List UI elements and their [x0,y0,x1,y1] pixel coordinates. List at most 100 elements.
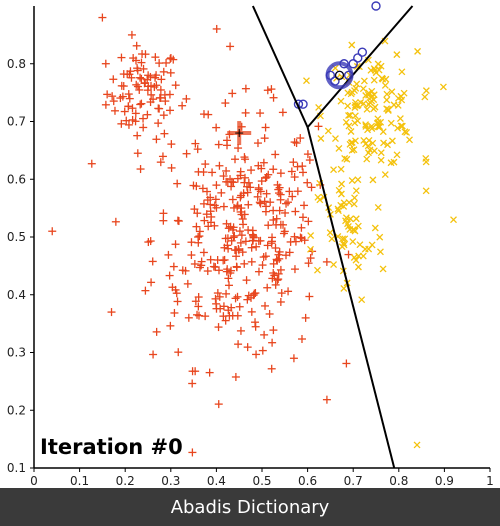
data-point-plus [110,106,119,115]
data-point-plus [109,75,118,84]
data-point-x [352,256,360,264]
data-point-x [377,156,385,164]
data-point-plus [231,155,240,164]
data-point-plus [148,257,157,266]
data-point-plus [267,364,276,373]
data-point-plus [274,275,283,284]
data-point-plus [132,80,141,89]
data-point-plus [193,310,202,319]
data-point-x [359,252,367,260]
data-point-plus [170,308,179,317]
data-point-x [384,141,391,149]
data-point-plus [188,448,197,457]
data-point-plus [269,93,278,102]
data-point-circle [357,47,368,57]
data-point-plus [222,289,231,298]
data-point-plus [224,274,233,283]
data-point-plus [228,89,237,98]
data-point-x [439,83,447,91]
data-point-plus [156,158,165,167]
data-point-plus [278,108,287,117]
data-point-plus [191,139,200,148]
data-point-plus [124,102,133,111]
data-point-plus [198,184,207,193]
data-point-plus [219,302,228,311]
data-point-plus [314,122,323,131]
x-tick-label: 0.7 [344,474,363,488]
data-point-x [365,149,372,157]
data-point-plus [285,248,294,257]
data-point-plus [304,259,313,268]
data-point-plus [261,207,270,216]
data-point-x [398,96,406,104]
data-point-plus [171,285,180,294]
data-point-plus [300,201,309,210]
data-point-plus [234,144,243,153]
data-point-plus [235,227,244,236]
data-point-plus [210,201,219,210]
data-point-plus [264,221,273,230]
data-point-plus [233,311,242,320]
data-point-x [348,146,356,154]
x-tick-label: 0.4 [207,474,226,488]
data-point-x [394,124,402,132]
data-point-plus [263,283,272,292]
axes: 0 0.1 0.2 0.3 0.4 0.5 0.6 0.7 0.8 0.9 1 0.1 0.2 0.3 0.… [7,6,494,488]
data-point-plus [230,203,239,212]
data-point-x [349,226,357,234]
data-point-circle [353,53,363,63]
data-point-plus [273,276,282,285]
data-point-plus [155,59,164,68]
y-tick-label: 0.8 [7,57,26,71]
data-point-plus [149,95,158,104]
data-point-plus [190,259,199,268]
data-point-plus [133,149,142,158]
data-point-x [393,151,401,159]
data-point-plus [189,181,198,190]
data-point-plus [244,178,253,187]
x-tick-label: 0.6 [298,474,317,488]
data-point-plus [194,302,203,311]
data-point-plus [292,139,301,148]
data-point-x [362,92,370,99]
data-point-x [317,135,325,142]
data-point-x [374,203,382,211]
data-point-plus [269,165,278,174]
data-point-plus [208,168,217,177]
data-point-x [340,241,348,249]
data-point-plus [202,210,211,219]
data-point-x [334,205,342,213]
data-point-plus [287,167,296,176]
data-point-plus [246,183,255,192]
data-point-plus [154,119,163,128]
data-point-plus [268,338,277,347]
data-point-plus [129,54,138,63]
data-point-x [376,248,384,256]
data-point-plus [228,195,237,204]
data-point-plus [159,111,168,120]
data-point-x [349,238,357,246]
data-point-plus [230,231,239,240]
data-point-plus [289,354,298,363]
data-point-x [344,220,351,228]
data-point-plus [262,189,271,198]
data-point-plus [192,222,201,231]
data-point-plus [290,265,299,274]
data-point-x [362,122,370,130]
data-point-plus [270,271,279,280]
x-tick-label: 0.3 [161,474,180,488]
data-point-x [413,441,421,449]
data-point-plus [290,138,299,147]
data-point-plus [253,139,262,148]
data-point-plus [258,346,267,355]
boundary-line [306,127,396,469]
data-point-plus [171,81,180,90]
data-point-plus [282,199,291,208]
data-point-x [370,147,378,155]
data-point-plus [109,97,118,106]
data-point-plus [118,92,127,101]
data-point-plus [273,256,282,265]
data-point-plus [267,85,276,94]
data-point-x [369,139,377,147]
data-point-plus [234,340,243,349]
